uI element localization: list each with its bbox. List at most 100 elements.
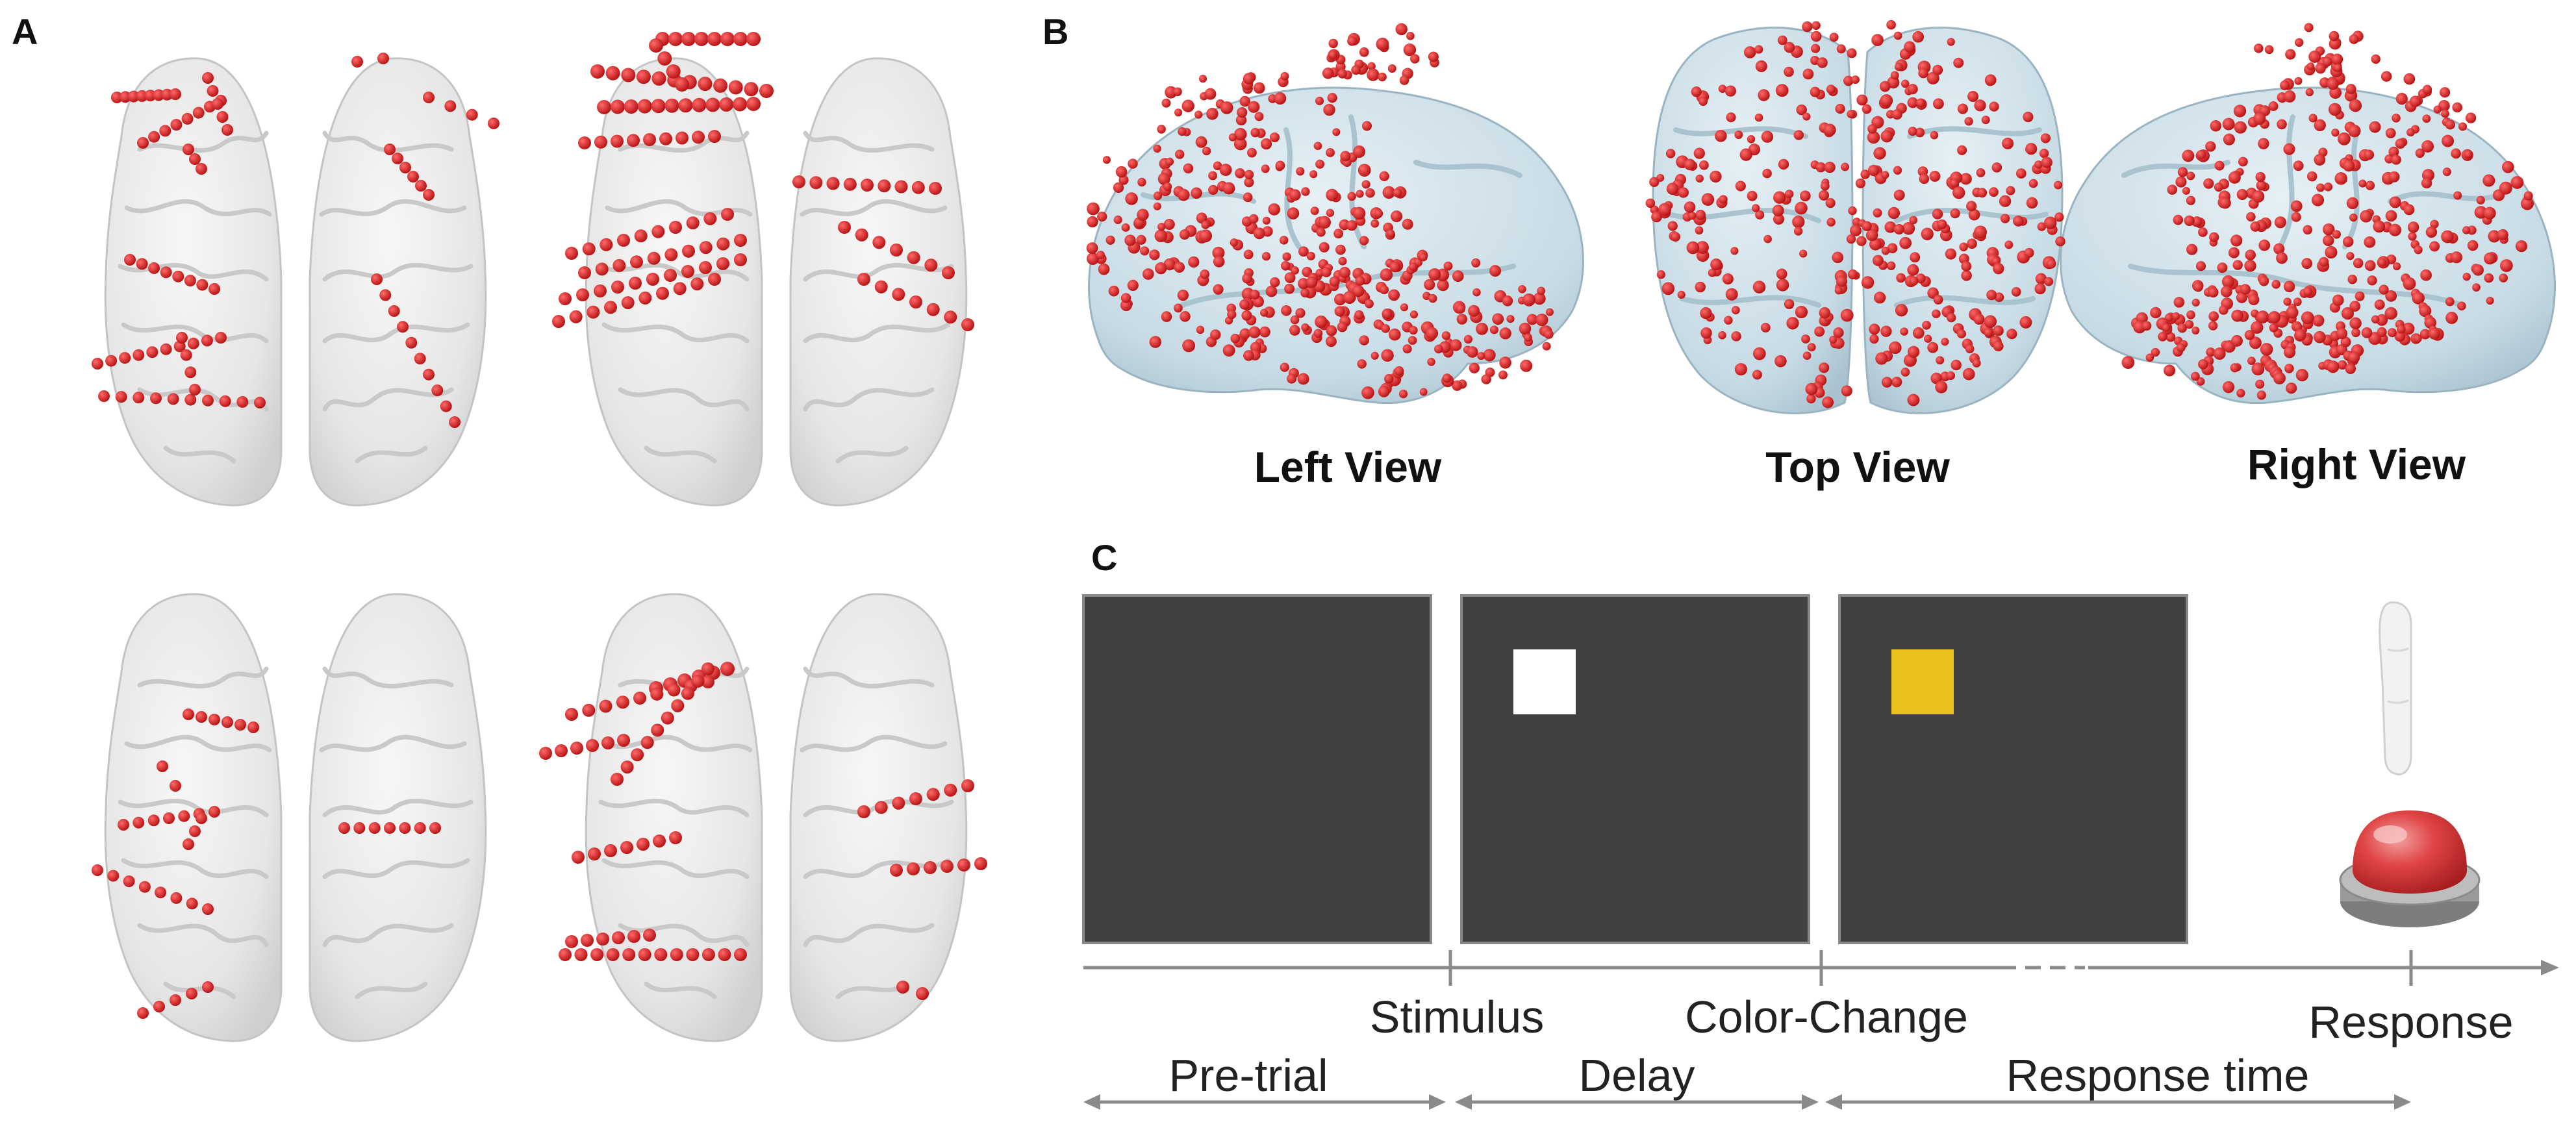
electrode-dot [640, 736, 654, 749]
electrode-dot [1157, 173, 1170, 185]
electrode-dot [2331, 129, 2340, 137]
electrode-dot [2484, 273, 2494, 283]
electrode-dot [1351, 65, 1361, 75]
electrode-dot [708, 273, 721, 286]
electrode-dot [1784, 66, 1794, 77]
electrode-dot [1163, 182, 1172, 192]
electrode-dot [1399, 75, 1409, 85]
electrode-dot [1880, 94, 1893, 107]
electrode-dot [1161, 98, 1171, 108]
electrode-dot [1310, 207, 1319, 216]
electrode-dot [2364, 149, 2375, 160]
electrode-dot [1722, 273, 1734, 285]
electrode-dot [1932, 98, 1944, 110]
electrode-dot [1907, 97, 1919, 108]
electrode-dot [2328, 103, 2342, 116]
electrode-dot [1893, 166, 1902, 175]
electrode-dot [692, 97, 707, 112]
electrode-dot [2306, 171, 2317, 182]
electrode-dot [1686, 241, 1700, 255]
electrode-dot [2403, 204, 2415, 216]
electrode-dot [1434, 344, 1443, 354]
electrode-dot [2430, 219, 2439, 229]
electrode-dot [907, 862, 920, 875]
electrode-dot [1802, 68, 1814, 80]
electrode-dot [1419, 388, 1428, 396]
electrode-dot [1880, 325, 1892, 337]
electrode-dot [1718, 84, 1727, 94]
electrode-dot [664, 98, 679, 113]
electrode-dot [1406, 32, 1415, 40]
electrode-dot [2173, 297, 2185, 308]
electrode-dot [2364, 260, 2376, 271]
electrode-dot [431, 384, 444, 397]
electrode-dot [2340, 336, 2351, 347]
panel-a [92, 32, 987, 1041]
electrode-dot [1113, 215, 1122, 225]
electrode-dot [1115, 166, 1128, 178]
electrode-dot [2308, 114, 2317, 123]
electrode-dot [1275, 160, 1285, 171]
electrode-dot [1802, 21, 1813, 32]
electrode-dot [2274, 216, 2286, 229]
electrode-dot [896, 981, 909, 994]
electrode-dot [1896, 273, 1906, 283]
electrode-dot [630, 255, 643, 269]
electrode-dot [2164, 364, 2176, 377]
electrode-dot [2499, 181, 2512, 195]
electrode-dot [2379, 284, 2389, 295]
electrode-dot [338, 822, 350, 834]
electrode-dot [2246, 212, 2256, 222]
electrode-dot [2284, 364, 2294, 373]
electrode-dot [1365, 188, 1375, 198]
electrode-dot [1202, 146, 1211, 156]
electrode-dot [2472, 283, 2481, 292]
electrode-dot [2457, 301, 2466, 311]
electrode-dot [234, 719, 246, 731]
electrode-dot [1319, 242, 1330, 253]
electrode-dot [1861, 276, 1875, 289]
electrode-dot [1807, 343, 1816, 352]
electrode-dot [1476, 322, 1488, 335]
electrode-dot [2303, 287, 2313, 297]
electrode-dot [1909, 216, 1918, 225]
electrode-dot [1725, 288, 1738, 301]
electrode-dot [2280, 80, 2290, 90]
electrode-dot [1829, 32, 1839, 42]
electrode-dot [1952, 186, 1965, 199]
electrode-dot [2349, 99, 2362, 112]
electrode-dot [1295, 308, 1306, 318]
electrode-dot [1281, 305, 1292, 316]
electrode-dot [1243, 73, 1255, 84]
electrode-dot [1177, 289, 1189, 301]
electrode-dot [1984, 74, 1997, 86]
electrode-dot [1322, 67, 1334, 79]
electrode-dot [2334, 172, 2347, 185]
electrode-dot [2015, 168, 2027, 179]
electrode-dot [2482, 174, 2495, 187]
electrode-dot [691, 674, 705, 688]
electrode-dot [170, 119, 183, 131]
electrode-dot [1243, 192, 1253, 203]
electrode-dot [1254, 297, 1264, 307]
electrode-dot [2193, 282, 2203, 292]
electrode-dot [1183, 163, 1194, 174]
electrode-dot [2303, 225, 2313, 235]
electrode-dot [581, 934, 594, 947]
screen-color-change [1838, 594, 2188, 944]
electrode-dot [2173, 214, 2184, 225]
electrode-dot [2414, 245, 2423, 255]
electrode-dot [1873, 147, 1886, 160]
electrode-dot [1298, 278, 1309, 290]
electrode-dot [2419, 329, 2431, 340]
electrode-dot [1154, 229, 1168, 243]
electrode-dot [1355, 276, 1365, 286]
electrode-dot [843, 177, 857, 191]
electrode-dot [1775, 84, 1789, 97]
electrode-dot [2214, 160, 2225, 171]
electrode-dot [1537, 286, 1546, 295]
electrode-dot [1869, 323, 1880, 335]
electrode-dot [2323, 234, 2334, 247]
electrode-dot [2195, 261, 2206, 271]
electrode-dot [148, 131, 160, 143]
